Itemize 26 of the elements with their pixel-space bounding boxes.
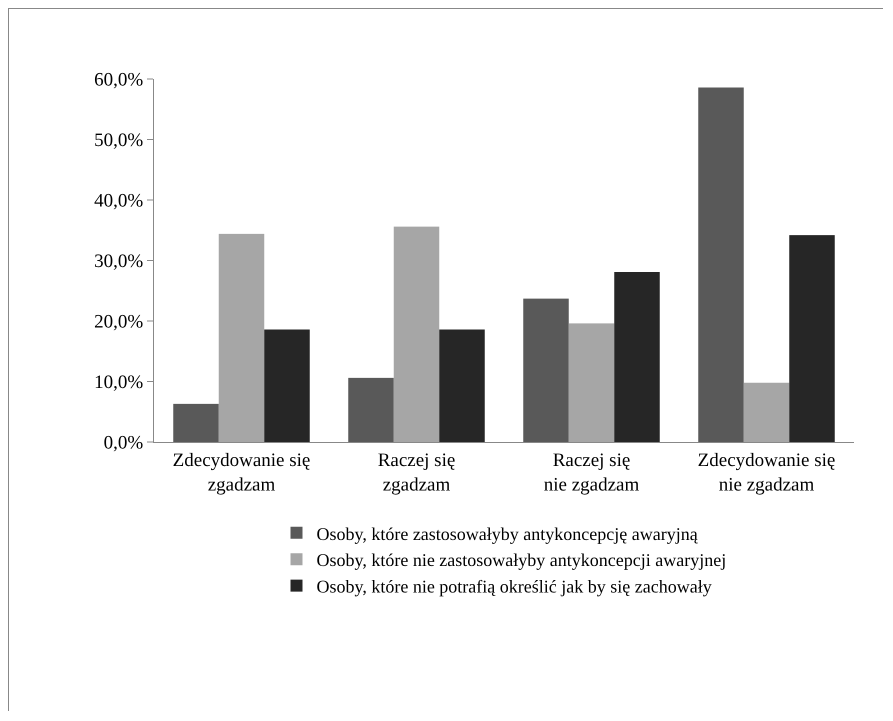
x-tick-label: Zdecydowanie się nie zgadzam: [698, 450, 836, 496]
y-tick-label: 10,0%: [94, 372, 144, 394]
bar: [614, 272, 660, 442]
y-tick-label: 0,0%: [104, 432, 144, 454]
y-tick-label: 60,0%: [94, 70, 144, 91]
bar: [523, 298, 569, 442]
x-tick-label: Raczej się zgadzam: [378, 450, 456, 496]
y-tick-label: 40,0%: [94, 190, 144, 212]
bar: [348, 378, 394, 442]
bar: [789, 235, 835, 442]
bar: [744, 382, 790, 442]
legend-label: Osoby, które nie zastosowałyby antykoncepcji awaryjnej: [316, 550, 726, 570]
y-tick-label: 20,0%: [94, 312, 144, 333]
bar: [173, 404, 219, 442]
bar: [698, 87, 744, 442]
y-tick-label: 50,0%: [94, 130, 144, 152]
y-tick-label: 30,0%: [94, 251, 144, 272]
bar: [264, 329, 310, 442]
bar: [394, 226, 440, 442]
legend-label: Osoby, które zastosowałyby antykoncepcję awaryjną: [316, 524, 699, 544]
x-tick-label: Raczej się nie zgadzam: [544, 450, 640, 496]
bar: [568, 323, 614, 442]
x-tick-label: Zdecydowanie się zgadzam: [172, 450, 310, 496]
bar: [218, 234, 264, 442]
bar: [439, 329, 485, 442]
legend-label: Osoby, które nie potrafią określić jak by się zachowały: [316, 576, 712, 597]
